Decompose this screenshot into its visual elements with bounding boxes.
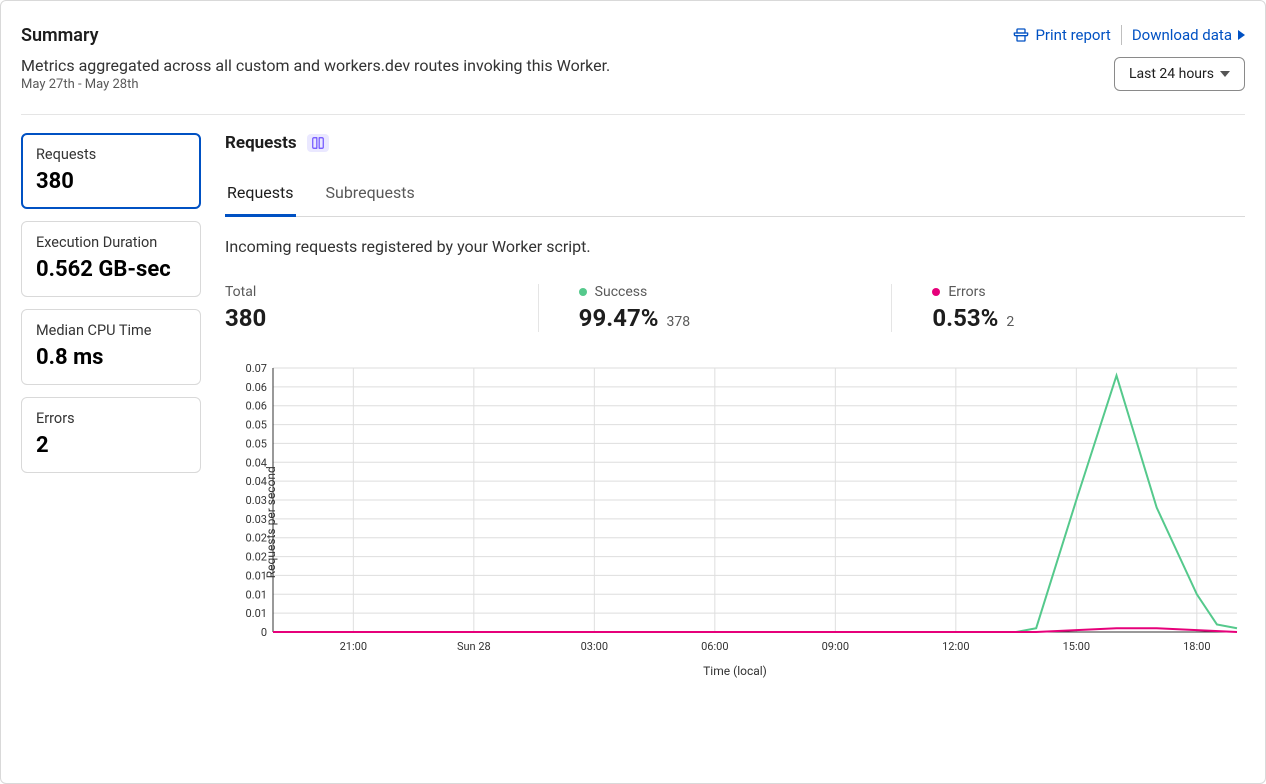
svg-text:09:00: 09:00	[822, 640, 849, 653]
stat-card-errors[interactable]: Errors 2	[21, 397, 201, 473]
tabs: Requests Subrequests	[225, 173, 1245, 217]
header: Summary Metrics aggregated across all cu…	[21, 17, 1245, 92]
stat-label: Median CPU Time	[36, 322, 186, 339]
download-data-link[interactable]: Download data	[1132, 26, 1245, 44]
stat-card-requests[interactable]: Requests 380	[21, 133, 201, 209]
svg-text:0.01: 0.01	[246, 588, 267, 601]
svg-text:0.05: 0.05	[246, 419, 267, 432]
svg-text:18:00: 18:00	[1183, 640, 1210, 653]
requests-chart: Requests per second 00.010.010.010.020.0…	[225, 360, 1245, 690]
section-subtitle: Metrics aggregated across all custom and…	[21, 56, 610, 75]
chart-canvas: 00.010.010.010.020.020.030.030.040.040.0…	[225, 360, 1245, 660]
svg-text:0.01: 0.01	[246, 607, 267, 620]
stat-value: 2	[36, 433, 186, 458]
metric-label: Errors	[932, 284, 1215, 300]
tab-description: Incoming requests registered by your Wor…	[225, 237, 1245, 256]
stats-sidebar: Requests 380 Execution Duration 0.562 GB-se…	[21, 133, 201, 690]
metric-subvalue: 2	[1006, 314, 1014, 330]
section-title: Summary	[21, 25, 610, 46]
svg-text:15:00: 15:00	[1063, 640, 1090, 653]
stat-card-median-cpu-time[interactable]: Median CPU Time 0.8 ms	[21, 309, 201, 385]
legend-dot	[932, 288, 940, 296]
time-range-label: Last 24 hours	[1129, 66, 1214, 82]
print-icon	[1013, 27, 1029, 43]
metric-total: Total 380	[225, 284, 539, 332]
svg-text:03:00: 03:00	[581, 640, 608, 653]
content-area: Requests Requests Subrequests Incoming re…	[225, 133, 1245, 690]
metric-success: Success 99.47% 378	[579, 284, 893, 332]
svg-text:0.05: 0.05	[246, 437, 267, 450]
metric-label: Success	[579, 284, 862, 300]
svg-text:0: 0	[261, 626, 267, 639]
x-axis-title: Time (local)	[225, 664, 1245, 678]
summary-panel: Summary Metrics aggregated across all cu…	[0, 0, 1266, 784]
stat-value: 0.562 GB-sec	[36, 257, 186, 282]
summary-metrics: Total 380 Success 99.47% 378 Errors 0.53% 2	[225, 284, 1245, 332]
y-axis-title: Requests per second	[264, 466, 278, 578]
stat-label: Errors	[36, 410, 186, 427]
divider	[21, 114, 1245, 115]
svg-text:0.06: 0.06	[246, 400, 267, 413]
svg-text:21:00: 21:00	[340, 640, 367, 653]
svg-text:Sun 28: Sun 28	[457, 640, 491, 653]
print-report-label: Print report	[1035, 26, 1110, 44]
stat-label: Execution Duration	[36, 234, 186, 251]
docs-icon[interactable]	[307, 134, 329, 152]
metric-value: 0.53%	[932, 304, 998, 332]
chevron-down-icon	[1220, 71, 1230, 77]
svg-text:0.06: 0.06	[246, 381, 267, 394]
print-report-link[interactable]: Print report	[1013, 26, 1110, 44]
date-range: May 27th - May 28th	[21, 77, 610, 92]
metric-label: Total	[225, 284, 508, 300]
stat-label: Requests	[36, 146, 186, 163]
svg-text:0.07: 0.07	[246, 362, 267, 375]
stat-value: 380	[36, 169, 186, 194]
svg-text:06:00: 06:00	[701, 640, 728, 653]
chevron-right-icon	[1238, 30, 1245, 40]
tab-subrequests[interactable]: Subrequests	[324, 173, 417, 217]
legend-dot	[579, 288, 587, 296]
content-title: Requests	[225, 133, 297, 153]
time-range-select[interactable]: Last 24 hours	[1114, 57, 1245, 91]
link-divider	[1121, 25, 1122, 45]
svg-text:12:00: 12:00	[942, 640, 969, 653]
tab-requests[interactable]: Requests	[225, 173, 296, 217]
metric-value: 99.47%	[579, 304, 659, 332]
stat-card-execution-duration[interactable]: Execution Duration 0.562 GB-sec	[21, 221, 201, 297]
stat-value: 0.8 ms	[36, 345, 186, 370]
metric-errors: Errors 0.53% 2	[932, 284, 1245, 332]
metric-value: 380	[225, 304, 266, 332]
metric-subvalue: 378	[666, 314, 690, 330]
download-data-label: Download data	[1132, 26, 1232, 44]
